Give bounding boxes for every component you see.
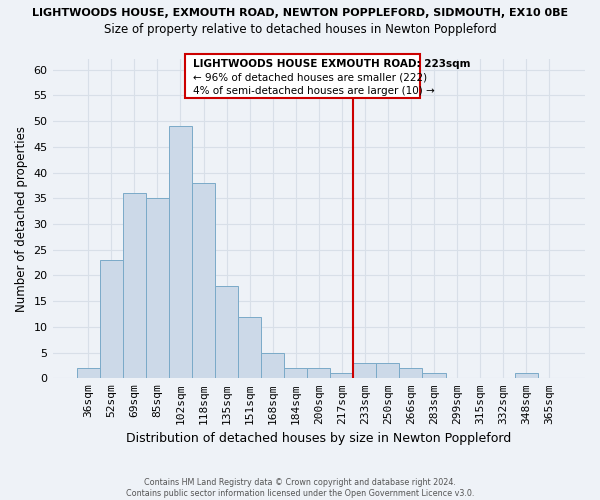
Bar xyxy=(400,368,422,378)
Text: LIGHTWOODS HOUSE, EXMOUTH ROAD, NEWTON POPPLEFORD, SIDMOUTH, EX10 0BE: LIGHTWOODS HOUSE, EXMOUTH ROAD, NEWTON P… xyxy=(32,8,568,18)
Y-axis label: Number of detached properties: Number of detached properties xyxy=(15,126,28,312)
Bar xyxy=(169,126,192,378)
Text: Contains HM Land Registry data © Crown copyright and database right 2024.
Contai: Contains HM Land Registry data © Crown c… xyxy=(126,478,474,498)
Bar xyxy=(422,373,446,378)
Text: ← 96% of detached houses are smaller (222): ← 96% of detached houses are smaller (22… xyxy=(193,72,427,83)
Bar xyxy=(284,368,307,378)
X-axis label: Distribution of detached houses by size in Newton Poppleford: Distribution of detached houses by size … xyxy=(126,432,511,445)
Bar xyxy=(261,352,284,378)
Bar xyxy=(123,193,146,378)
Bar xyxy=(353,363,376,378)
Bar xyxy=(238,316,261,378)
Bar xyxy=(215,286,238,378)
Bar xyxy=(146,198,169,378)
Bar xyxy=(307,368,330,378)
Text: 4% of semi-detached houses are larger (10) →: 4% of semi-detached houses are larger (1… xyxy=(193,86,435,96)
Bar xyxy=(192,183,215,378)
Text: LIGHTWOODS HOUSE EXMOUTH ROAD: 223sqm: LIGHTWOODS HOUSE EXMOUTH ROAD: 223sqm xyxy=(193,60,470,70)
Bar xyxy=(77,368,100,378)
Text: Size of property relative to detached houses in Newton Poppleford: Size of property relative to detached ho… xyxy=(104,22,496,36)
Bar xyxy=(515,373,538,378)
Bar xyxy=(100,260,123,378)
Bar xyxy=(330,373,353,378)
Bar xyxy=(376,363,400,378)
FancyBboxPatch shape xyxy=(185,54,420,98)
